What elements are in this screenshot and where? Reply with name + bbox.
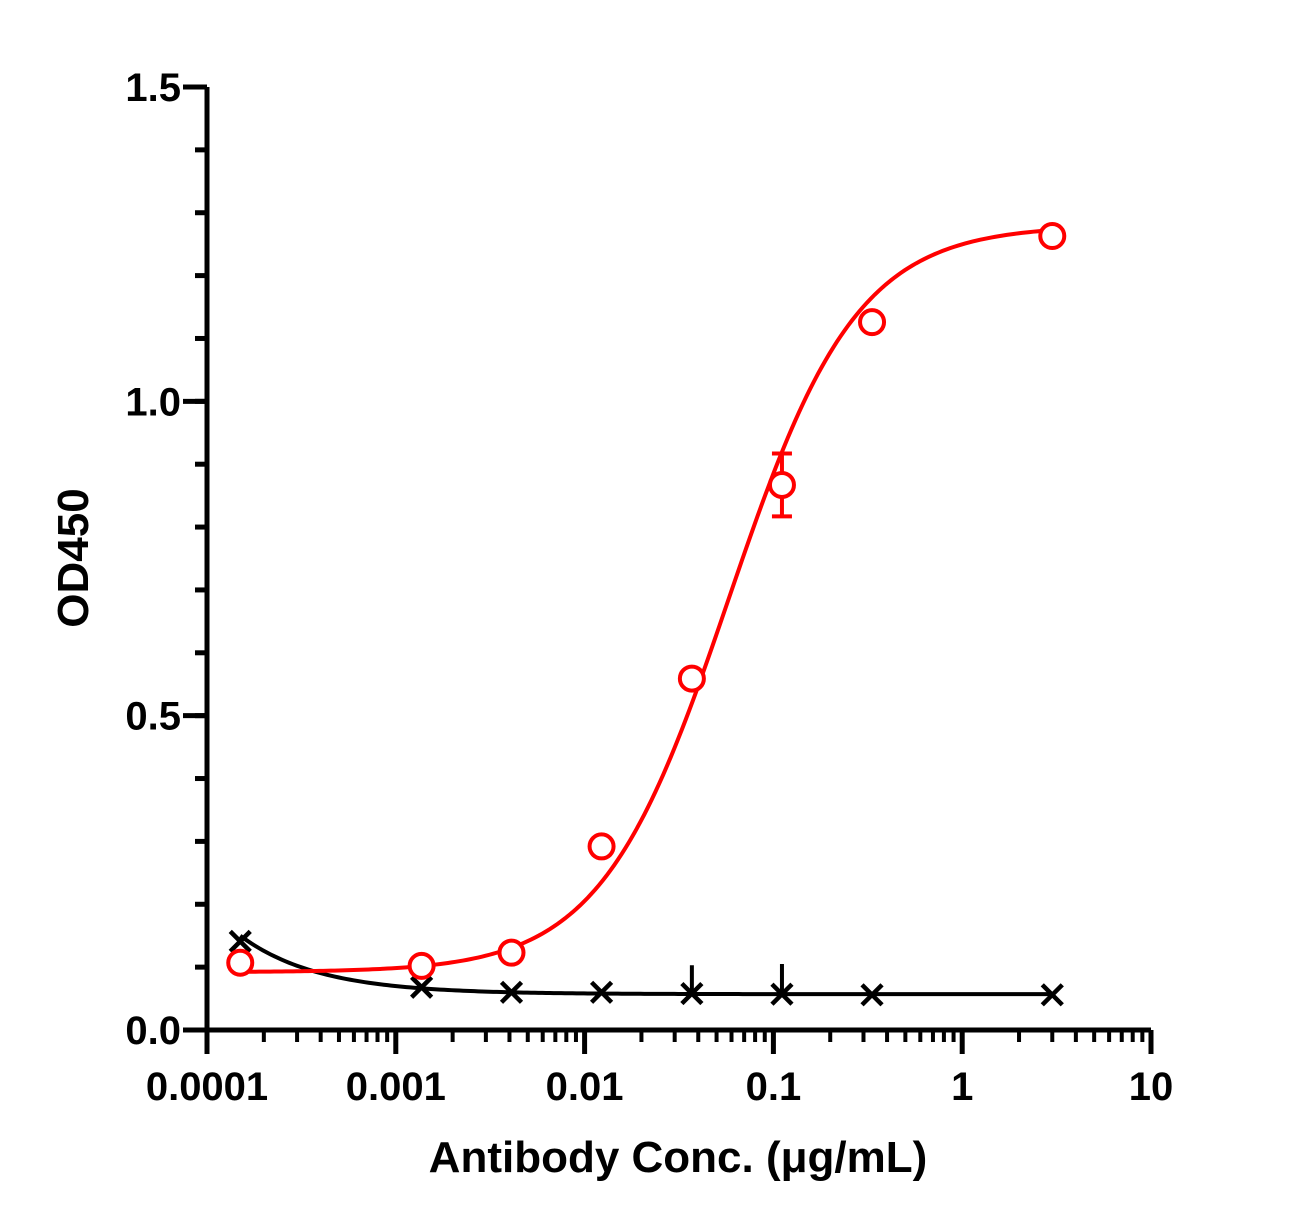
circle-marker-point — [858, 308, 887, 337]
x-tick-label: 0.1 — [746, 1065, 802, 1109]
y-tick-label: 0.0 — [125, 1009, 181, 1053]
x-marker-stroke — [499, 980, 524, 1004]
circle-marker-point — [497, 938, 526, 967]
x-marker-stroke — [589, 980, 614, 1004]
circle-marker-point — [767, 470, 796, 499]
x-marker-stroke — [410, 975, 434, 999]
x-marker-point — [770, 982, 794, 1006]
data-markers — [226, 221, 1067, 1007]
x-marker-point — [228, 929, 252, 953]
fit-curve-black — [239, 934, 1053, 997]
x-marker-point — [860, 983, 884, 1007]
fit-curve-red — [240, 228, 1053, 974]
circle-marker-point — [677, 664, 706, 693]
x-marker-point — [589, 980, 614, 1004]
x-marker-stroke — [770, 982, 794, 1006]
circle-marker-point — [1038, 221, 1067, 250]
axes: 0.0 0.5 1.0 1.5 0.0001 0.001 0.01 0.1 1 10 — [125, 66, 1173, 1109]
x-marker-stroke — [860, 983, 884, 1007]
y-tick-label: 1.5 — [125, 66, 181, 110]
x-axis-title: Antibody Conc. (μg/mL) — [429, 1133, 928, 1182]
x-marker-stroke — [1040, 983, 1064, 1007]
y-tick-label: 0.5 — [125, 695, 181, 739]
x-marker-stroke — [680, 981, 704, 1006]
x-marker-point — [680, 981, 704, 1006]
x-marker-point — [1040, 983, 1064, 1007]
y-axis-title: OD450 — [49, 488, 98, 627]
x-tick-label: 1 — [951, 1065, 973, 1109]
circle-marker-point — [587, 832, 616, 861]
fit-curves — [239, 228, 1053, 997]
circle-marker-point — [226, 948, 255, 977]
x-tick-label: 0.01 — [546, 1065, 624, 1109]
circle-marker-point — [407, 951, 436, 980]
x-marker-point — [499, 980, 524, 1004]
x-tick-label: 0.001 — [346, 1065, 446, 1109]
x-marker-stroke — [228, 929, 252, 953]
y-tick-label: 1.0 — [125, 380, 181, 424]
x-tick-label: 10 — [1129, 1065, 1174, 1109]
x-tick-label: 0.0001 — [146, 1065, 268, 1109]
x-marker-point — [410, 975, 434, 999]
